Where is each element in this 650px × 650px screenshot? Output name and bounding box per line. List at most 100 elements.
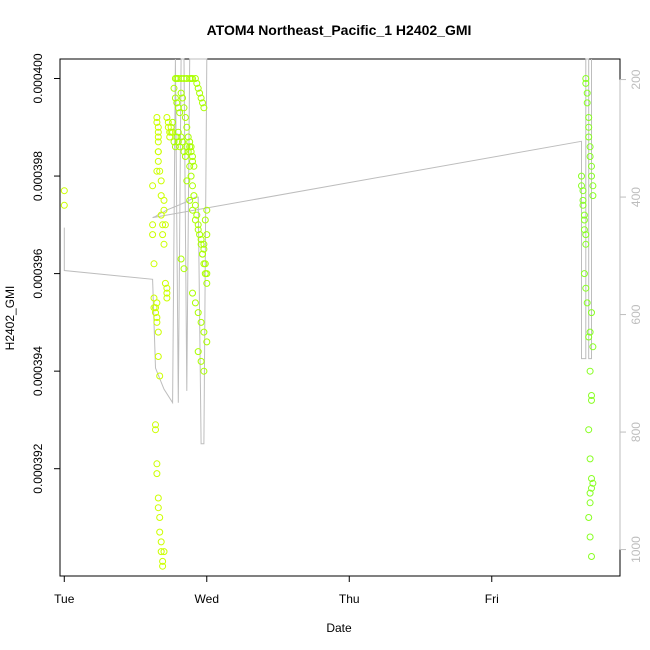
y-tick-right-label: 800 [629,422,643,442]
data-point [156,372,164,380]
data-point [585,114,593,121]
data-point [197,318,205,326]
data-point [200,367,208,375]
data-point [203,270,211,278]
x-axis: Tue Wed Thu Fri [54,575,499,606]
data-point [586,533,594,541]
data-point [180,104,188,112]
data-point [580,216,588,224]
points-layer [60,75,597,570]
data-point [160,196,168,204]
data-point [156,514,164,521]
data-point [583,89,591,97]
data-point [186,143,194,151]
data-point [154,148,162,156]
data-point [582,231,590,239]
data-point [154,157,162,165]
data-point [580,226,588,234]
data-point [153,470,161,478]
data-point [199,99,206,107]
data-point [588,172,595,180]
data-point [171,94,179,102]
data-point [152,304,159,312]
data-point [189,75,196,82]
plot-frame [59,58,621,577]
data-point [154,328,162,336]
data-point [183,123,191,131]
data-point [579,196,587,204]
data-point [183,177,191,185]
data-point [586,489,594,497]
data-point [153,314,161,321]
data-point [177,133,185,141]
data-point [154,494,162,502]
data-point [588,309,595,317]
data-point [203,338,211,346]
data-point [201,216,209,224]
data-point [163,114,171,121]
data-point [156,167,164,175]
data-point [582,240,590,248]
pressure-series-line [63,58,592,445]
data-point [199,250,206,258]
data-point [60,201,68,209]
data-point [586,499,594,507]
data-point [159,562,167,570]
data-point [580,270,588,278]
data-point [201,260,209,268]
data-point [588,553,595,560]
x-tick-label: Tue [54,592,75,606]
data-point [586,153,594,160]
data-point [583,99,591,107]
data-point [163,294,171,302]
data-point [586,367,594,375]
data-point [154,504,162,512]
data-point [163,289,171,297]
data-point [589,182,597,190]
data-point [589,343,597,351]
x-tick-label: Wed [195,592,219,606]
data-point [203,231,211,239]
data-point [160,240,168,248]
data-point [157,548,165,556]
data-point [153,460,161,468]
data-point [589,192,597,200]
data-point [152,309,159,317]
data-point [187,172,195,180]
data-point [159,221,167,229]
data-point [194,348,202,356]
chart-title: ATOM4 Northeast_Pacific_1 H2402_GMI [207,22,472,38]
data-point [589,479,597,487]
data-point [579,201,587,209]
pressure-line-layer [63,58,592,445]
y-tick-label: 0.000394 [31,346,45,396]
data-point [153,318,161,326]
data-point [156,528,164,536]
data-point [176,109,184,117]
data-point [186,138,194,146]
data-point [173,133,181,141]
data-point [588,475,595,482]
data-point [154,353,162,360]
data-point [159,557,167,565]
y-tick-right-label: 400 [629,187,643,207]
y-tick-right-label: 600 [629,304,643,324]
data-point [585,123,593,131]
y-tick-right-label: 1000 [629,536,643,563]
data-point [186,162,194,170]
data-point [200,328,208,336]
data-point [167,123,175,131]
x-tick-label: Thu [339,592,360,606]
data-point [149,221,157,229]
data-point [588,484,595,492]
data-point [582,79,590,87]
data-point [579,187,587,195]
data-point [153,167,161,175]
data-point [160,206,168,214]
data-point [152,426,159,434]
data-point [150,260,158,268]
data-point [173,99,181,107]
x-tick-label: Fri [485,592,499,606]
data-point [157,538,165,546]
